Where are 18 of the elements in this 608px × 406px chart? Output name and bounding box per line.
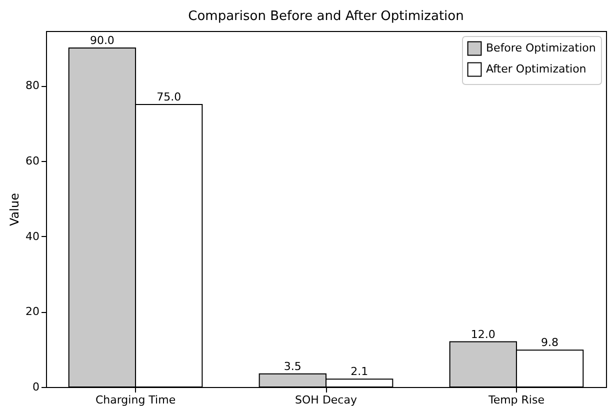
data-label: 2.1 — [350, 365, 368, 378]
x-tick-label: Charging Time — [95, 394, 176, 406]
data-label: 75.0 — [156, 90, 182, 104]
y-tick-label: 20 — [26, 305, 40, 318]
x-tick-label: SOH Decay — [295, 394, 358, 406]
legend-label: Before Optimization — [486, 42, 596, 54]
y-tick-label: 40 — [26, 230, 40, 243]
y-tick-label: 60 — [26, 154, 40, 168]
legend-label: After Optimization — [486, 62, 586, 76]
y-axis-title: Value — [8, 193, 22, 226]
data-label: 90.0 — [90, 34, 114, 47]
chart-title: Comparison Before and After Optimization — [188, 9, 464, 24]
data-label: 12.0 — [470, 328, 496, 341]
data-label: 3.5 — [284, 360, 302, 373]
y-tick-label: 80 — [26, 79, 40, 92]
y-tick-label: 0 — [32, 380, 40, 394]
data-label: 9.8 — [541, 336, 559, 350]
x-tick-label: Temp Rise — [487, 394, 545, 406]
